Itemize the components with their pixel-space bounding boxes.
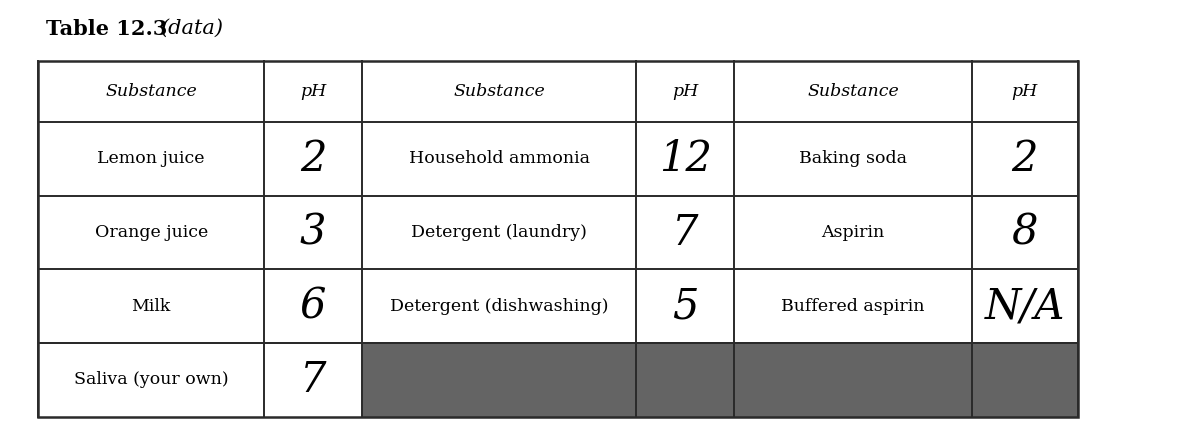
Text: Detergent (dishwashing): Detergent (dishwashing) [390,298,608,315]
Text: N/A: N/A [985,285,1064,327]
Text: pH: pH [1012,83,1038,100]
Text: 8: 8 [1012,212,1038,253]
Text: Aspirin: Aspirin [822,224,884,241]
Text: Substance: Substance [808,83,899,100]
Text: 6: 6 [300,285,326,327]
Text: 5: 5 [672,285,698,327]
Text: Baking soda: Baking soda [799,150,907,168]
Text: 3: 3 [300,212,326,253]
Text: 2: 2 [1012,138,1038,180]
Bar [38,61,1078,417]
Text: Household ammonia: Household ammonia [409,150,589,168]
Text: Saliva (your own): Saliva (your own) [74,371,228,389]
Text: Orange juice: Orange juice [95,224,208,241]
Text: Table 12.3: Table 12.3 [46,19,167,39]
Text: Detergent (laundry): Detergent (laundry) [412,224,587,241]
Bar [362,343,1078,417]
Text: Substance: Substance [454,83,545,100]
Text: Lemon juice: Lemon juice [97,150,205,168]
Text: 7: 7 [672,212,698,253]
Text: 2: 2 [300,138,326,180]
Text: (data): (data) [160,19,223,38]
Text: Substance: Substance [106,83,197,100]
Text: 12: 12 [659,138,712,180]
Text: Milk: Milk [132,298,170,315]
Text: pH: pH [300,83,326,100]
Text: Buffered aspirin: Buffered aspirin [781,298,925,315]
Text: pH: pH [672,83,698,100]
Text: 7: 7 [300,359,326,401]
